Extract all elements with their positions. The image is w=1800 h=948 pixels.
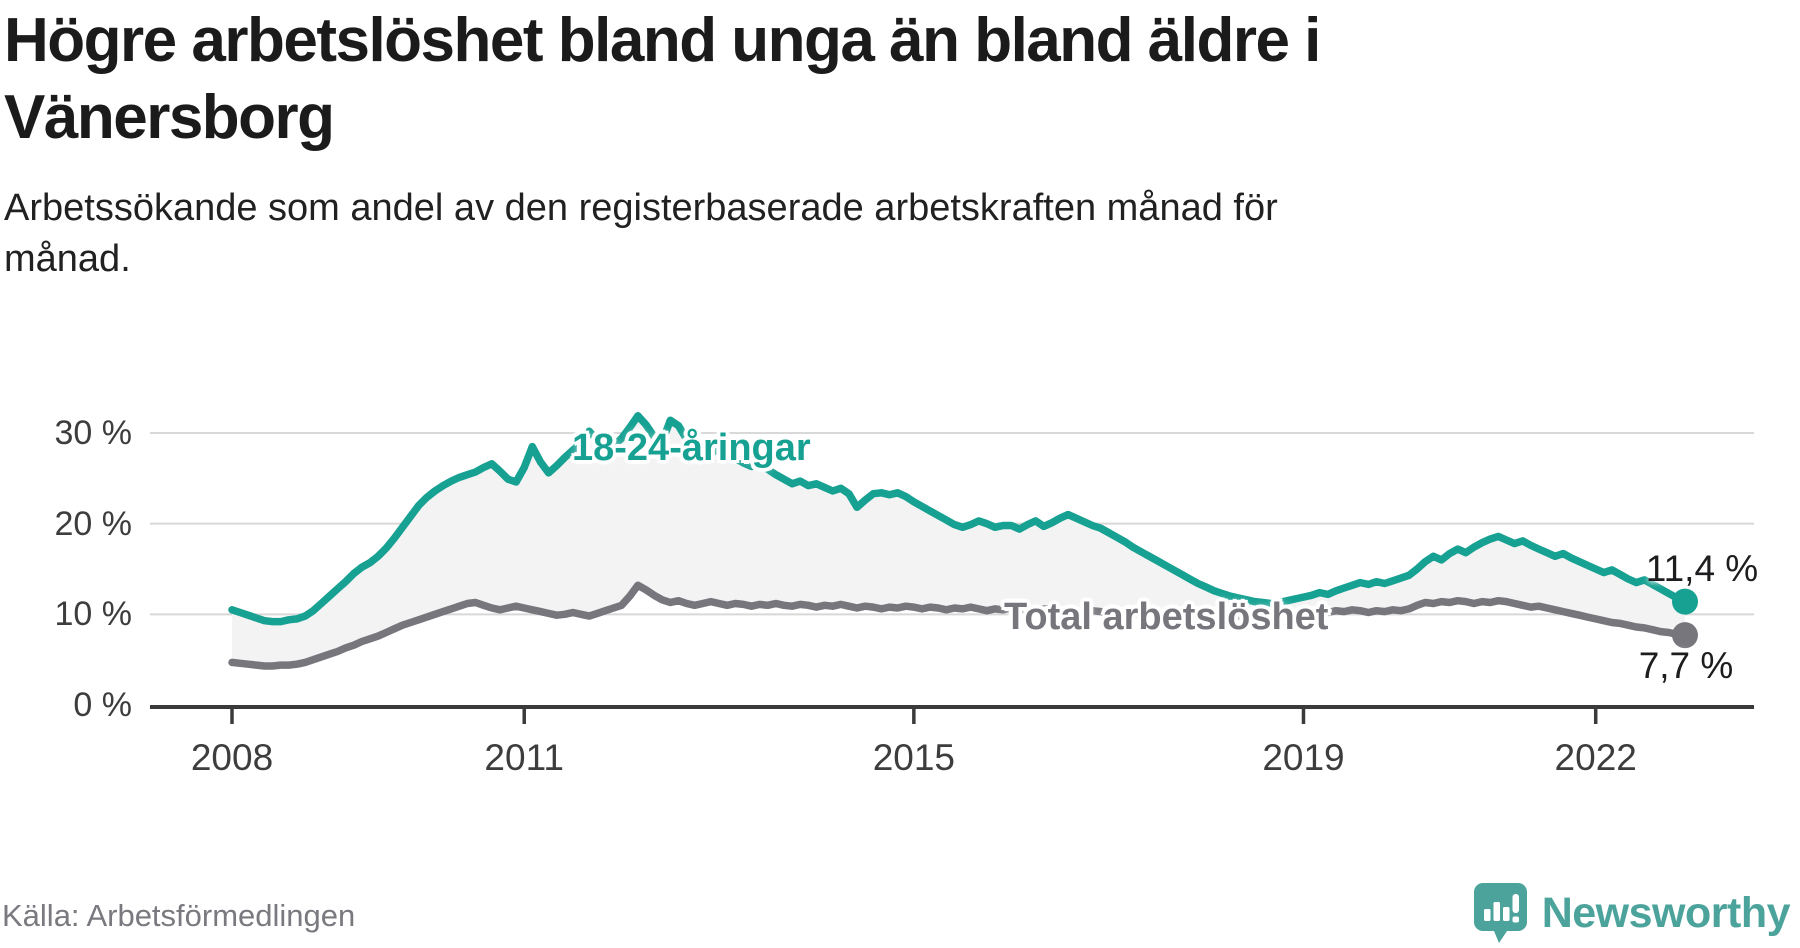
series-line-0 — [228, 412, 1689, 626]
subtitle-line-2: månad. — [4, 238, 131, 280]
series-label-young: 18-24-åringar — [572, 427, 811, 469]
y-tick-20: 20 % — [54, 504, 133, 543]
y-tick-0: 0 % — [73, 686, 132, 724]
series-line-1 — [228, 581, 1689, 670]
brand-name: Newsworthy — [1541, 888, 1791, 937]
source-note: Källa: Arbetsförmedlingen — [2, 898, 356, 933]
band-between-series — [232, 415, 1685, 666]
x-tick-2011: 2011 — [484, 737, 564, 778]
chart-subtitle: Arbetssökande som andel av den registerb… — [4, 183, 1524, 285]
x-tick-2008: 2008 — [190, 737, 274, 778]
x-tick-2019: 2019 — [1262, 737, 1345, 778]
subtitle-line-1: Arbetssökande som andel av den registerb… — [4, 187, 1278, 229]
y-tick-10: 10 % — [54, 595, 133, 634]
end-value-total: 7,7 % — [1638, 645, 1734, 686]
x-tick-2022: 2022 — [1554, 737, 1637, 778]
page-title: Högre arbetslöshet bland unga än bland ä… — [4, 2, 1644, 156]
newsworthy-icon — [1473, 883, 1527, 943]
x-tick-2015: 2015 — [872, 737, 955, 778]
series-end-dot-1 — [1672, 622, 1698, 649]
brand-logo: Newsworthy — [1473, 882, 1791, 944]
series-label-total: Total arbetslöshet — [1004, 596, 1329, 638]
y-tick-30: 30 % — [54, 414, 133, 452]
series-end-dot-0 — [1672, 588, 1698, 615]
title-line-1: Högre arbetslöshet bland unga än bland ä… — [4, 6, 1321, 75]
end-value-young: 11,4 % — [1645, 548, 1759, 589]
title-line-2: Vänersborg — [4, 83, 335, 152]
